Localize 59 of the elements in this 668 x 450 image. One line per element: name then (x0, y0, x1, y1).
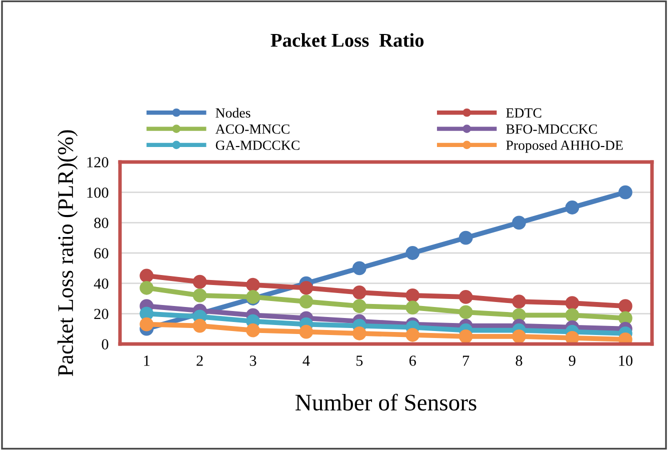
x-tick-label: 4 (302, 356, 310, 366)
point (512, 329, 526, 344)
point (458, 230, 473, 245)
chart-title: Packet Loss Ratio (270, 33, 424, 47)
point (140, 268, 154, 283)
legend-label: Proposed AHHO-DE (506, 140, 623, 153)
legend-label: EDTC (506, 108, 542, 118)
point (299, 324, 314, 339)
x-tick-label: 1 (144, 356, 150, 366)
point (352, 285, 366, 300)
point (618, 299, 632, 314)
point (565, 200, 580, 214)
point (458, 290, 473, 304)
legend-label: GA-MDCCKC (216, 140, 300, 150)
x-tick-label: 9 (568, 356, 576, 366)
point (352, 299, 366, 314)
legend-label: BFO-MDCCKC (506, 124, 597, 134)
y-tick-label: 120 (87, 157, 108, 168)
y-tick-label: 60 (94, 248, 108, 258)
point (458, 329, 473, 344)
point (352, 326, 366, 340)
point (246, 323, 260, 338)
point (406, 246, 420, 260)
x-tick-label: 6 (409, 356, 416, 366)
point (406, 328, 420, 342)
x-tick-label: 7 (462, 356, 470, 366)
y-tick-label: 100 (87, 187, 108, 198)
x-tick-label: 8 (516, 356, 522, 366)
y-tick-label: 20 (94, 308, 108, 320)
point (352, 261, 366, 276)
point (299, 294, 314, 308)
point (512, 294, 526, 308)
point (192, 318, 207, 333)
y-tick-label: 0 (102, 339, 108, 350)
point (565, 296, 580, 310)
point (406, 300, 420, 315)
point (512, 216, 526, 230)
point (618, 332, 632, 344)
x-tick-label: 2 (196, 356, 203, 366)
y-axis-title: Packet Loss ratio (PLR)(%) (57, 130, 78, 376)
legend-label: Nodes (216, 108, 250, 118)
point (565, 330, 580, 344)
point (458, 305, 473, 320)
point (192, 288, 207, 302)
point (406, 288, 420, 302)
legend-label: ACO-MNCC (215, 124, 290, 134)
x-tick-label: 5 (356, 356, 363, 366)
point (140, 280, 154, 295)
point (618, 185, 632, 200)
point (299, 280, 314, 295)
y-tick-label: 80 (94, 218, 108, 228)
point (192, 274, 207, 289)
point (565, 308, 580, 322)
point (246, 278, 260, 292)
x-axis-title: Number of Sensors (296, 394, 476, 411)
y-tick-label: 40 (94, 278, 108, 289)
point (140, 317, 154, 332)
x-tick-label: 10 (619, 356, 632, 366)
x-tick-label: 3 (250, 356, 256, 366)
